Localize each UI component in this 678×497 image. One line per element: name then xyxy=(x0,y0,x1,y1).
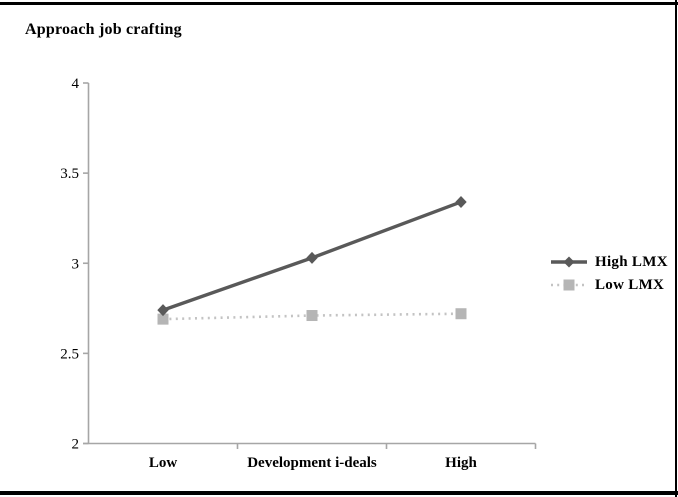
diamond-marker xyxy=(157,304,169,317)
legend-item-low-lmx: Low LMX xyxy=(550,274,668,296)
top-rule xyxy=(0,2,678,5)
chart-title: Approach job crafting xyxy=(25,21,182,38)
x-category-label: Low xyxy=(149,455,178,471)
y-tick-label: 3 xyxy=(72,256,80,272)
right-rule xyxy=(675,0,677,497)
x-category-label: High xyxy=(445,455,477,471)
square-marker xyxy=(306,310,318,322)
y-tick-label: 4 xyxy=(72,76,80,92)
square-marker xyxy=(455,308,467,320)
low-lmx-line-sample xyxy=(551,279,587,291)
y-tick-label: 2.5 xyxy=(60,346,79,362)
y-tick-label: 2 xyxy=(72,437,80,453)
diamond-marker xyxy=(306,251,318,264)
high-lmx-line-sample xyxy=(551,256,587,268)
legend-item-high-lmx: High LMX xyxy=(550,251,668,273)
legend-label-high-lmx: High LMX xyxy=(595,253,668,270)
x-category-label: Development i-deals xyxy=(247,455,377,471)
legend-label-low-lmx: Low LMX xyxy=(595,276,665,293)
square-marker xyxy=(157,313,169,325)
legend: High LMX Low LMX xyxy=(550,251,668,296)
y-tick-label: 3.5 xyxy=(60,166,79,182)
bottom-rule xyxy=(0,491,678,495)
diamond-marker xyxy=(455,195,467,208)
